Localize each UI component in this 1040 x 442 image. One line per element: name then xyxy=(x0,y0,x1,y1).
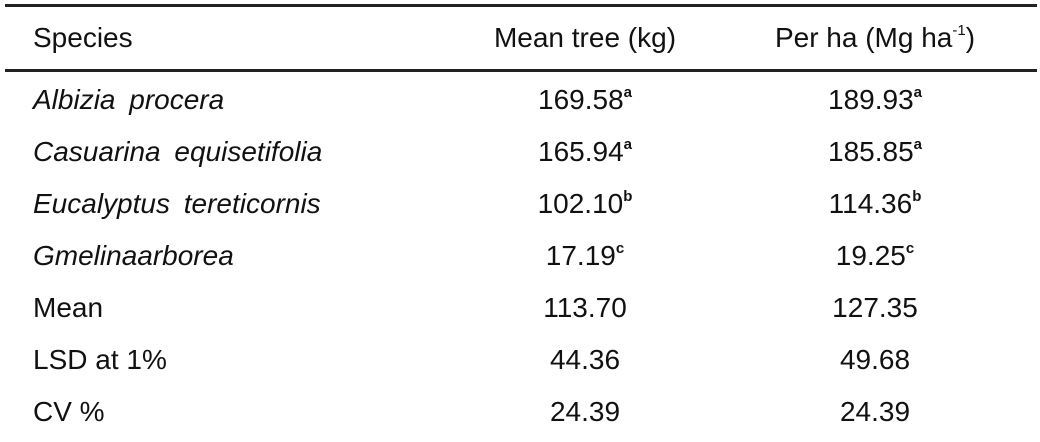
cell-text: Gmelinaarborea xyxy=(33,240,234,271)
superscript: c xyxy=(615,240,625,257)
cell-text: Per ha (Mg ha xyxy=(774,22,953,53)
table-cell: 44.36 xyxy=(440,334,730,386)
cell-text: Eucalyptus tereticornis xyxy=(33,188,321,219)
cell-text: 102.10 xyxy=(537,188,624,219)
superscript: a xyxy=(623,136,632,153)
cell-text: 19.25 xyxy=(835,240,906,271)
table-cell: 114.36b xyxy=(730,178,1020,230)
cell-text: Albizia procera xyxy=(33,84,225,115)
header-rule xyxy=(5,69,1037,72)
table-cell: 189.93a xyxy=(730,74,1020,126)
table-cell: CV % xyxy=(33,386,105,438)
table-cell: 24.39 xyxy=(730,386,1020,438)
superscript: a xyxy=(913,84,922,101)
cell-text: 24.39 xyxy=(839,396,911,427)
table-cell: Mean tree (kg) xyxy=(440,12,730,64)
cell-text: CV % xyxy=(33,396,105,427)
superscript: b xyxy=(623,188,633,205)
superscript: -1 xyxy=(952,22,966,39)
table-cell: 24.39 xyxy=(440,386,730,438)
table-cell: 19.25c xyxy=(730,230,1020,282)
table-cell: 17.19c xyxy=(440,230,730,282)
cell-text: LSD at 1% xyxy=(33,344,167,375)
cell-text: 24.39 xyxy=(549,396,621,427)
cell-text: 165.94 xyxy=(538,136,624,167)
cell-text: ) xyxy=(965,22,976,53)
table-cell: Eucalyptus tereticornis xyxy=(33,178,321,230)
table-cell: Albizia procera xyxy=(33,74,224,126)
cell-text: Casuarina equisetifolia xyxy=(33,136,323,167)
cell-text: 189.93 xyxy=(828,84,914,115)
table-cell: Gmelinaarborea xyxy=(33,230,234,282)
table-cell: Casuarina equisetifolia xyxy=(33,126,322,178)
table-cell: LSD at 1% xyxy=(33,334,167,386)
top-rule xyxy=(5,4,1037,7)
superscript: b xyxy=(912,188,922,205)
cell-text: 127.35 xyxy=(832,292,918,323)
table-cell: 113.70 xyxy=(440,282,730,334)
table-cell: 185.85a xyxy=(730,126,1020,178)
table-cell: 49.68 xyxy=(730,334,1020,386)
cell-text: 114.36 xyxy=(828,188,913,219)
table-cell: 127.35 xyxy=(730,282,1020,334)
cell-text: Species xyxy=(33,22,133,53)
cell-text: 113.70 xyxy=(543,292,627,323)
cell-text: 17.19 xyxy=(545,240,616,271)
table-cell: 169.58a xyxy=(440,74,730,126)
table-cell: 102.10b xyxy=(440,178,730,230)
table-cell: Mean xyxy=(33,282,103,334)
cell-text: 44.36 xyxy=(549,344,621,375)
cell-text: Mean tree (kg) xyxy=(493,22,677,53)
superscript: a xyxy=(913,136,922,153)
cell-text: 49.68 xyxy=(839,344,911,375)
table-cell: Species xyxy=(33,12,133,64)
cell-text: Mean xyxy=(33,292,104,323)
superscript: a xyxy=(623,84,632,101)
cell-text: 169.58 xyxy=(538,84,624,115)
table-cell: Per ha (Mg ha-1) xyxy=(730,12,1020,64)
superscript: c xyxy=(905,240,915,257)
cell-text: 185.85 xyxy=(828,136,914,167)
table-cell: 165.94a xyxy=(440,126,730,178)
